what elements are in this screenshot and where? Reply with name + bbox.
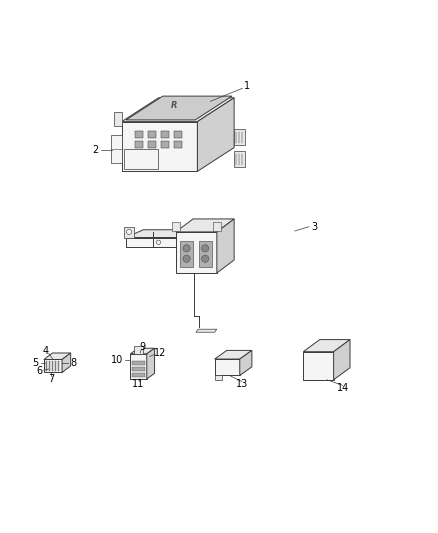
Polygon shape [111, 135, 122, 163]
Polygon shape [198, 98, 234, 172]
Polygon shape [176, 232, 217, 273]
Text: 12: 12 [155, 348, 167, 358]
Text: 3: 3 [311, 222, 317, 232]
Text: 1: 1 [244, 80, 250, 91]
Polygon shape [173, 141, 182, 148]
Polygon shape [55, 361, 57, 371]
Polygon shape [176, 219, 234, 232]
Polygon shape [148, 131, 156, 138]
Text: 11: 11 [132, 379, 145, 389]
Polygon shape [304, 340, 350, 352]
Polygon shape [180, 240, 193, 266]
Polygon shape [46, 361, 47, 371]
Polygon shape [240, 350, 252, 375]
Polygon shape [196, 329, 217, 332]
Text: R: R [171, 101, 177, 110]
Polygon shape [161, 131, 169, 138]
Polygon shape [124, 227, 134, 238]
Text: 5: 5 [32, 358, 39, 367]
Polygon shape [58, 361, 60, 371]
Polygon shape [44, 353, 71, 359]
Polygon shape [217, 219, 234, 273]
Polygon shape [122, 122, 198, 172]
Polygon shape [126, 238, 180, 247]
Circle shape [127, 229, 132, 235]
Text: 6: 6 [36, 366, 42, 376]
Polygon shape [334, 340, 350, 380]
Text: 7: 7 [48, 374, 54, 384]
Polygon shape [62, 353, 71, 373]
Polygon shape [134, 131, 143, 138]
Polygon shape [161, 141, 169, 148]
Polygon shape [234, 151, 245, 167]
Circle shape [183, 245, 190, 252]
Text: 10: 10 [111, 356, 124, 365]
Polygon shape [173, 131, 182, 138]
Circle shape [201, 255, 209, 262]
Text: 4: 4 [43, 346, 49, 356]
Text: 2: 2 [92, 145, 99, 155]
Polygon shape [304, 352, 334, 380]
Text: 14: 14 [337, 383, 350, 393]
Polygon shape [131, 354, 147, 379]
Text: 9: 9 [139, 342, 145, 351]
Text: 13: 13 [236, 379, 248, 389]
Polygon shape [52, 361, 53, 371]
Polygon shape [44, 359, 62, 373]
Polygon shape [215, 359, 240, 375]
Polygon shape [148, 141, 156, 148]
Polygon shape [134, 346, 143, 354]
Circle shape [183, 255, 190, 262]
Polygon shape [132, 361, 145, 365]
Polygon shape [213, 222, 221, 231]
Polygon shape [172, 222, 180, 231]
Polygon shape [234, 129, 245, 146]
Polygon shape [215, 350, 252, 359]
Polygon shape [199, 240, 212, 266]
Polygon shape [126, 96, 232, 120]
Text: 8: 8 [70, 358, 76, 367]
Circle shape [156, 240, 161, 245]
Polygon shape [132, 367, 145, 371]
Polygon shape [126, 230, 198, 238]
Polygon shape [132, 373, 145, 377]
Polygon shape [131, 348, 155, 354]
Polygon shape [124, 149, 159, 169]
Polygon shape [122, 98, 234, 122]
Circle shape [201, 245, 209, 252]
Polygon shape [215, 375, 223, 380]
Polygon shape [49, 361, 50, 371]
Polygon shape [147, 348, 155, 379]
Polygon shape [134, 141, 143, 148]
Polygon shape [114, 112, 122, 126]
